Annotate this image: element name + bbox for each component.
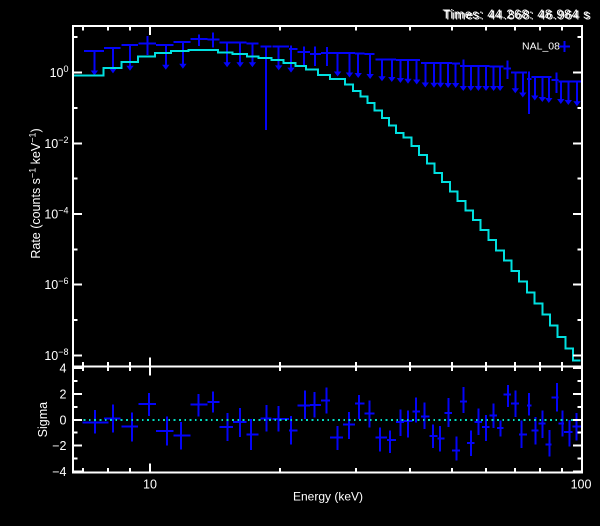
svg-text:2: 2 [60, 388, 67, 402]
svg-text:NAL_08: NAL_08 [522, 41, 560, 53]
svg-text:Energy (keV): Energy (keV) [293, 490, 363, 504]
svg-text:−4: −4 [52, 465, 66, 479]
svg-text:Sigma: Sigma [36, 402, 50, 437]
svg-text:−2: −2 [52, 439, 66, 453]
svg-text:0: 0 [60, 413, 67, 427]
svg-text:10: 10 [143, 478, 157, 492]
svg-text:4: 4 [60, 362, 67, 376]
svg-text:Times: 44.868: 46.964 s: Times: 44.868: 46.964 s [444, 9, 591, 23]
svg-text:Rate (counts s−1 keV−1): Rate (counts s−1 keV−1) [28, 128, 44, 258]
svg-text:100: 100 [571, 478, 592, 492]
svg-text:Times: 44.268: 48.984 s: Times: 44.268: 48.984 s [443, 8, 590, 22]
